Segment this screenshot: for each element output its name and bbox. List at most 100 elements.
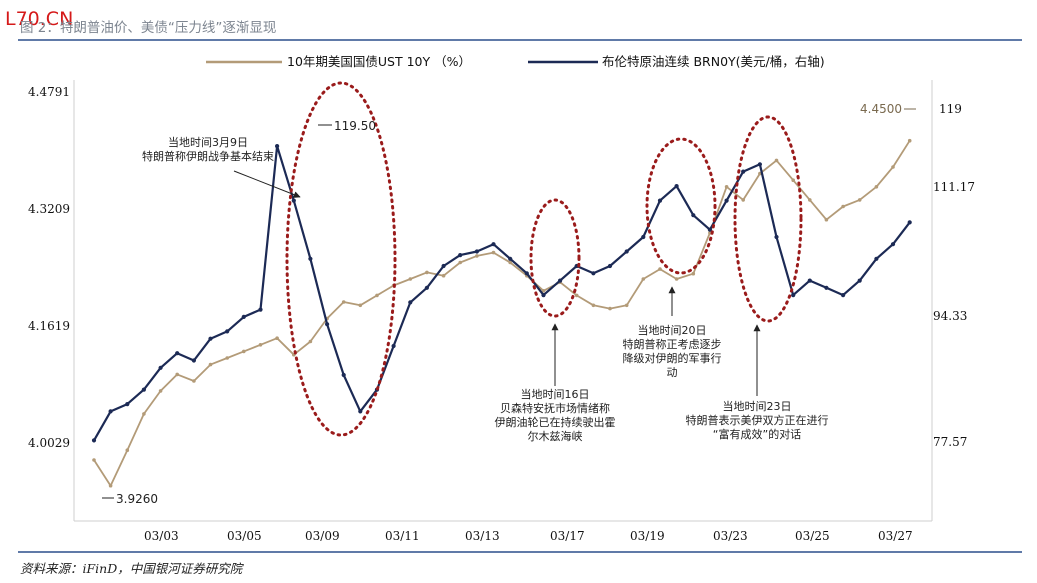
ust10y-point xyxy=(308,339,313,344)
highlight-ellipse-0317 xyxy=(529,198,581,318)
arrow-0309 xyxy=(233,170,301,198)
brent-point xyxy=(674,184,679,189)
brent-point xyxy=(108,409,113,414)
brent-point xyxy=(291,198,296,203)
ust10y-point xyxy=(408,277,413,281)
ust10y-point xyxy=(475,254,479,258)
ust10y-point xyxy=(458,260,463,265)
legend-label-ust10y: 10年期美国国债UST 10Y （%） xyxy=(287,54,471,69)
brent-point xyxy=(524,271,529,276)
figure-title: 图 2：特朗普油价、美债“压力线”逐渐显现 xyxy=(20,20,276,36)
annotation-line: 降级对伊朗的军事行 xyxy=(623,351,722,365)
ust10y-point xyxy=(192,379,196,383)
brent-point xyxy=(125,402,130,407)
annotation-line: 特朗普表示美伊双方正在进行 xyxy=(686,413,829,427)
highlight-ellipse-0323 xyxy=(733,115,803,323)
ust10y-point xyxy=(658,267,662,271)
brent-point xyxy=(191,358,196,363)
brent-point xyxy=(624,249,629,254)
value-label-ust-end: 4.4500 xyxy=(860,102,902,116)
brent-point xyxy=(258,307,263,312)
series-layer xyxy=(91,138,912,488)
ust10y-point xyxy=(441,273,446,278)
x-tick: 03/03 xyxy=(144,529,179,543)
brent-point xyxy=(874,256,879,261)
brent-point xyxy=(208,336,213,341)
watermark: L70.CN xyxy=(5,8,73,30)
brent-point xyxy=(175,351,180,356)
source-note: 资料来源：iFinD，中国银河证券研究院 xyxy=(20,561,245,576)
ust10y-point xyxy=(891,165,895,169)
brent-point xyxy=(558,278,563,283)
x-tick: 03/23 xyxy=(713,529,748,543)
annotation-3: 当地时间23日特朗普表示美伊双方正在进行“富有成效”的对话 xyxy=(686,399,829,441)
brent-point xyxy=(774,234,779,240)
brent-point xyxy=(275,144,280,149)
annotation-line: 动 xyxy=(667,366,678,379)
ust10y-point xyxy=(375,293,379,298)
brent-point xyxy=(541,293,546,298)
brent-point xyxy=(408,300,413,305)
annotation-2: 当地时间20日特朗普称正考虑逐步降级对伊朗的军事行动 xyxy=(623,323,722,379)
ust10y-point xyxy=(258,343,263,347)
brent-point xyxy=(641,234,646,240)
ust10y-point xyxy=(808,198,812,202)
ust10y-point xyxy=(591,303,596,308)
ust10y-point xyxy=(608,306,612,311)
brent-point xyxy=(141,387,146,392)
brent-point xyxy=(225,329,230,334)
y-right-tick: 119 xyxy=(939,102,962,116)
ust10y-point xyxy=(541,289,546,293)
value-label-ust-min: 3.9260 xyxy=(116,492,158,506)
ust10y-point xyxy=(425,270,429,275)
x-tick: 03/05 xyxy=(227,529,262,543)
brent-point xyxy=(890,242,896,247)
ust10y-point xyxy=(624,303,629,308)
y-right-axis: 119 111.17 94.33 77.57 xyxy=(933,102,975,449)
value-label-oil-max: 119.50 xyxy=(334,119,376,133)
brent-point xyxy=(807,278,812,283)
series-line-ust10y xyxy=(93,140,911,487)
brent-point xyxy=(724,198,729,203)
ust10y-point xyxy=(508,260,512,265)
highlight-ellipse-0320 xyxy=(645,137,717,275)
annotation-line: 特朗普称伊朗战争基本结束 xyxy=(142,149,274,163)
x-tick: 03/09 xyxy=(305,529,340,543)
ust10y-point xyxy=(574,293,579,298)
legend-label-brent: 布伦特原油连续 BRN0Y(美元/桶，右轴) xyxy=(602,54,825,69)
ust10y-point xyxy=(358,303,363,308)
ust10y-point xyxy=(674,277,679,281)
brent-point xyxy=(341,372,346,378)
ust10y-point xyxy=(691,271,696,276)
annotation-line: 特朗普称正考虑逐步 xyxy=(623,337,722,351)
brent-point xyxy=(508,256,513,261)
brent-point xyxy=(791,293,796,298)
brent-point xyxy=(391,343,396,349)
ust10y-point xyxy=(108,483,113,488)
brent-point xyxy=(474,249,479,254)
brent-point xyxy=(308,256,313,261)
ust10y-point xyxy=(824,217,829,222)
annotation-arrows xyxy=(233,170,761,396)
ust10y-point xyxy=(142,412,146,416)
x-tick: 03/13 xyxy=(465,529,500,543)
ust10y-point xyxy=(641,277,646,281)
y-left-tick: 4.0029 xyxy=(28,436,70,450)
annotations: 当地时间3月9日特朗普称伊朗战争基本结束当地时间16日贝森特安抚市场情绪称伊朗油… xyxy=(142,135,829,443)
ust10y-point xyxy=(857,198,862,202)
x-tick: 03/17 xyxy=(550,529,585,543)
x-tick: 03/19 xyxy=(630,529,665,543)
brent-point xyxy=(241,314,246,319)
ust10y-point xyxy=(125,448,130,453)
annotation-line: 当地时间23日 xyxy=(723,399,792,413)
ust10y-point xyxy=(774,158,779,163)
ust10y-point xyxy=(242,349,246,354)
y-left-axis: 4.4791 4.3209 4.1619 4.0029 xyxy=(28,85,70,450)
brent-point xyxy=(657,198,663,203)
annotation-0: 当地时间3月9日特朗普称伊朗战争基本结束 xyxy=(142,135,274,163)
brent-point xyxy=(358,409,363,414)
y-right-tick: 77.57 xyxy=(933,435,967,449)
brent-point xyxy=(824,285,829,290)
y-right-tick: 94.33 xyxy=(933,309,967,323)
